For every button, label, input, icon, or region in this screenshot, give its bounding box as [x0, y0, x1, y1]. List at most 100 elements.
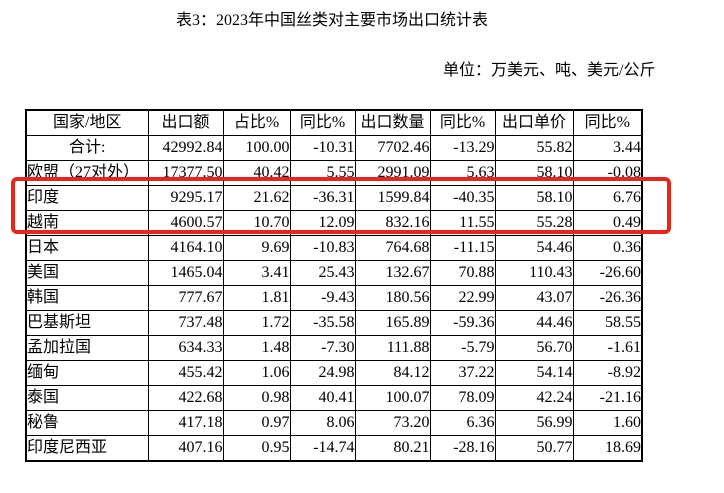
value-cell: 1.48: [222, 335, 291, 361]
value-cell: 70.88: [429, 260, 496, 286]
value-cell: 455.42: [147, 360, 224, 386]
value-cell: 0.95: [222, 435, 291, 462]
table-row: 欧盟（27对外） 17377.50 40.42 5.55 2991.09 5.63 58.1…: [25, 160, 643, 186]
value-cell: 407.16: [147, 435, 224, 462]
value-cell: 58.10: [494, 160, 574, 186]
value-cell: 58.10: [494, 185, 574, 211]
value-cell: 0.36: [572, 235, 643, 261]
country-cell: 韩国: [25, 285, 149, 311]
value-cell: 6.76: [572, 185, 643, 211]
value-cell: 165.89: [354, 310, 431, 336]
value-cell: 17377.50: [147, 160, 224, 186]
export-stats-table: 国家/地区 出口额 占比% 同比% 出口数量 同比% 出口单价 同比% 合计: 4…: [25, 109, 643, 462]
value-cell: 56.99: [494, 410, 574, 436]
value-cell: 50.77: [494, 435, 574, 462]
value-cell: 100.07: [354, 385, 431, 411]
value-cell: 764.68: [354, 235, 431, 261]
value-cell: 6.36: [429, 410, 496, 436]
value-cell: 1.06: [222, 360, 291, 386]
table-row: 合计: 42992.84 100.00 -10.31 7702.46 -13.29 55.8…: [25, 135, 643, 161]
country-cell: 欧盟（27对外）: [25, 160, 149, 186]
value-cell: 78.09: [429, 385, 496, 411]
value-cell: -0.08: [572, 160, 643, 186]
value-cell: 73.20: [354, 410, 431, 436]
value-cell: 55.28: [494, 210, 574, 236]
value-cell: 54.46: [494, 235, 574, 261]
table-row: 日本 4164.10 9.69 -10.83 764.68 -11.15 54.46 0.36: [25, 235, 643, 261]
value-cell: 777.67: [147, 285, 224, 311]
value-cell: -14.74: [289, 435, 356, 462]
value-cell: -21.16: [572, 385, 643, 411]
value-cell: 0.49: [572, 210, 643, 236]
value-cell: -28.16: [429, 435, 496, 462]
value-cell: 55.82: [494, 135, 574, 161]
value-cell: 84.12: [354, 360, 431, 386]
value-cell: -5.79: [429, 335, 496, 361]
value-cell: 11.55: [429, 210, 496, 236]
value-cell: 22.99: [429, 285, 496, 311]
country-cell: 巴基斯坦: [25, 310, 149, 336]
value-cell: 180.56: [354, 285, 431, 311]
value-cell: 7702.46: [354, 135, 431, 161]
country-cell: 美国: [25, 260, 149, 286]
unit-note: 单位：万美元、吨、美元/公斤: [443, 62, 656, 79]
value-cell: 100.00: [222, 135, 291, 161]
value-cell: -36.31: [289, 185, 356, 211]
table-row: 泰国 422.68 0.98 40.41 100.07 78.09 42.24 -21.16: [25, 385, 643, 411]
value-cell: -1.61: [572, 335, 643, 361]
value-cell: 132.67: [354, 260, 431, 286]
page-title: 表3：2023年中国丝类对主要市场出口统计表: [176, 12, 489, 29]
country-cell: 孟加拉国: [25, 335, 149, 361]
value-cell: 25.43: [289, 260, 356, 286]
value-cell: 3.41: [222, 260, 291, 286]
value-cell: -10.83: [289, 235, 356, 261]
value-cell: -9.43: [289, 285, 356, 311]
country-cell: 缅甸: [25, 360, 149, 386]
country-cell: 印度尼西亚: [25, 435, 149, 462]
value-cell: 54.14: [494, 360, 574, 386]
value-cell: 42.24: [494, 385, 574, 411]
value-cell: 1.60: [572, 410, 643, 436]
country-cell: 泰国: [25, 385, 149, 411]
value-cell: 42992.84: [147, 135, 224, 161]
value-cell: 80.21: [354, 435, 431, 462]
value-cell: -13.29: [429, 135, 496, 161]
table-header-row: 国家/地区 出口额 占比% 同比% 出口数量 同比% 出口单价 同比%: [25, 109, 643, 136]
value-cell: 4600.57: [147, 210, 224, 236]
value-cell: 21.62: [222, 185, 291, 211]
value-cell: -26.60: [572, 260, 643, 286]
value-cell: -8.92: [572, 360, 643, 386]
value-cell: 422.68: [147, 385, 224, 411]
value-cell: 1465.04: [147, 260, 224, 286]
value-cell: 1599.84: [354, 185, 431, 211]
table-row: 印度尼西亚 407.16 0.95 -14.74 80.21 -28.16 50.77 18.…: [25, 435, 643, 462]
table-row: 孟加拉国 634.33 1.48 -7.30 111.88 -5.79 56.70 -1.61: [25, 335, 643, 361]
header-share-pct: 占比%: [222, 109, 291, 136]
value-cell: 43.07: [494, 285, 574, 311]
header-country: 国家/地区: [25, 109, 149, 136]
table-row: 巴基斯坦 737.48 1.72 -35.58 165.89 -59.36 44.46 58.…: [25, 310, 643, 336]
value-cell: 4164.10: [147, 235, 224, 261]
header-unit-price: 出口单价: [494, 109, 574, 136]
value-cell: -11.15: [429, 235, 496, 261]
value-cell: 3.44: [572, 135, 643, 161]
value-cell: 12.09: [289, 210, 356, 236]
table-row: 印度 9295.17 21.62 -36.31 1599.84 -40.35 58.10 6.…: [25, 185, 643, 211]
value-cell: -10.31: [289, 135, 356, 161]
country-cell: 印度: [25, 185, 149, 211]
value-cell: 8.06: [289, 410, 356, 436]
value-cell: 110.43: [494, 260, 574, 286]
value-cell: 37.22: [429, 360, 496, 386]
header-export-qty: 出口数量: [354, 109, 431, 136]
value-cell: -35.58: [289, 310, 356, 336]
value-cell: 5.55: [289, 160, 356, 186]
value-cell: 40.41: [289, 385, 356, 411]
value-cell: 10.70: [222, 210, 291, 236]
header-yoy-value: 同比%: [289, 109, 356, 136]
country-cell: 日本: [25, 235, 149, 261]
value-cell: 40.42: [222, 160, 291, 186]
table-row: 韩国 777.67 1.81 -9.43 180.56 22.99 43.07 -26.36: [25, 285, 643, 311]
table-row: 美国 1465.04 3.41 25.43 132.67 70.88 110.43 -26.6…: [25, 260, 643, 286]
value-cell: 111.88: [354, 335, 431, 361]
value-cell: 9295.17: [147, 185, 224, 211]
